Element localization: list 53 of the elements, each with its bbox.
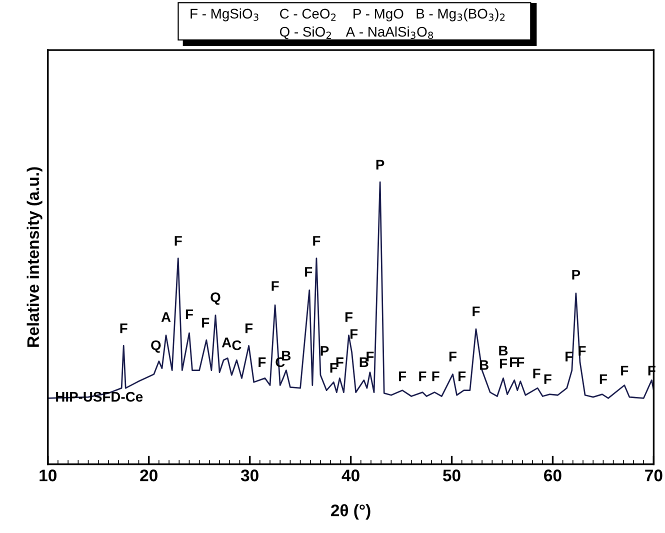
annotation: F	[350, 329, 358, 339]
annotation: F	[600, 374, 607, 384]
annotation: F	[472, 306, 480, 316]
annotation: F	[419, 372, 426, 382]
y-axis-title: Relative intensity (a.u.)	[26, 167, 42, 347]
annotation: Q	[210, 292, 220, 305]
annotation: F	[313, 236, 320, 246]
annotation: P	[572, 270, 580, 280]
annotation: Q	[151, 340, 161, 353]
x-tick-label: 40	[342, 470, 360, 482]
annotation: F	[120, 324, 128, 334]
annotation: A	[161, 312, 171, 322]
annotation: B F	[499, 346, 508, 368]
annotation: F	[621, 366, 628, 376]
annotation: F	[336, 357, 344, 367]
annotation: F	[458, 372, 466, 382]
annotation: P	[320, 346, 329, 356]
annotation: B	[360, 357, 368, 367]
annotation: F	[186, 309, 193, 320]
annotation: F	[449, 352, 456, 362]
annotation: F	[510, 357, 518, 367]
x-tick-label: 10	[40, 470, 56, 482]
annotation: F	[432, 372, 440, 382]
text: B - Mg$_{3}$(BO$_{3}$)$_{2}$	[416, 8, 505, 22]
annotation: F	[533, 368, 540, 378]
x-tick-label: 30	[240, 470, 258, 482]
text: P - MgO	[354, 8, 404, 22]
annotation: C	[232, 340, 242, 350]
x-tick-label: 60	[544, 470, 562, 482]
annotation: B	[282, 350, 291, 360]
annotation: F	[398, 372, 406, 382]
annotation: F	[366, 352, 374, 362]
annotation: F	[202, 318, 210, 328]
annotation: F	[345, 312, 352, 322]
annotation: F	[258, 357, 266, 367]
x-tick-label: 70	[645, 470, 662, 482]
text: Q - SiO$_{2}$	[280, 26, 331, 40]
annotation: F	[517, 357, 524, 367]
text: A - NaAlSi$_{3}$O$_{8}$	[346, 26, 434, 39]
text: C - CeO$_{2}$	[280, 8, 336, 21]
x-axis-title: 2θ (°)	[331, 504, 370, 520]
x-tick-label: 50	[443, 470, 460, 482]
annotation: HIP-USFD-Ce	[56, 392, 143, 402]
annotation: A	[222, 338, 232, 348]
annotation: F	[245, 324, 253, 334]
annotation: P	[376, 160, 384, 170]
annotation: F	[544, 374, 552, 384]
annotation: F	[305, 267, 312, 277]
annotation: F	[174, 236, 182, 246]
text: F - MgSiO$_{3}$	[190, 8, 258, 22]
annotation: F	[330, 363, 338, 373]
annotation: F	[272, 281, 279, 291]
x-tick-label: 20	[140, 470, 158, 482]
